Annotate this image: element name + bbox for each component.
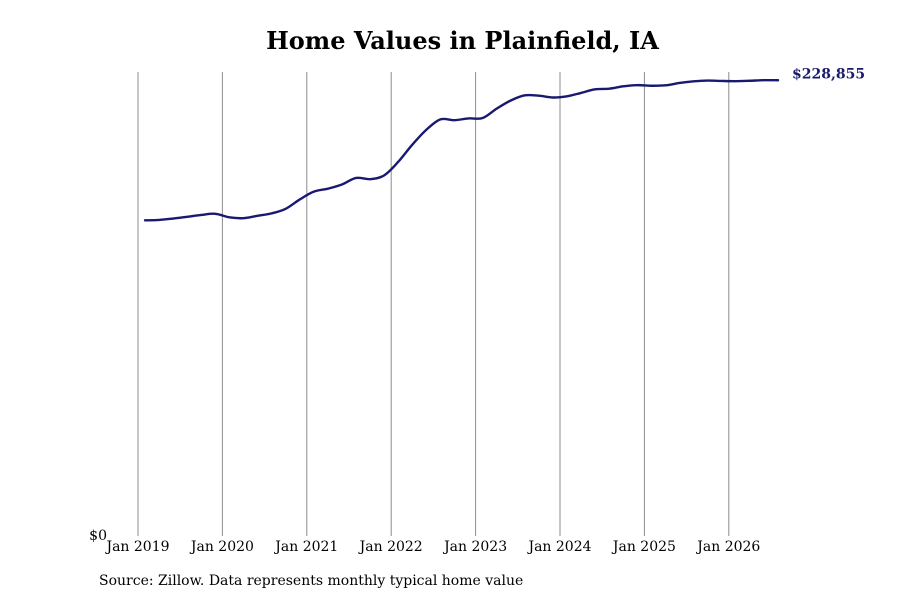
source-note: Source: Zillow. Data represents monthly … — [99, 573, 524, 589]
x-tick-label: Jan 2019 — [104, 539, 169, 555]
end-value-label: $228,855 — [792, 66, 865, 82]
x-tick-label: Jan 2021 — [273, 539, 338, 555]
chart-title: Home Values in Plainfield, IA — [266, 26, 659, 55]
y-tick-label: $0 — [89, 528, 107, 544]
series-layer: $228,855 — [143, 66, 865, 222]
x-tick-label: Jan 2025 — [611, 539, 676, 555]
x-tick-label: Jan 2026 — [695, 539, 760, 555]
gridlines — [137, 72, 730, 536]
series-line-0 — [143, 78, 780, 222]
x-tick-label: Jan 2024 — [526, 539, 591, 555]
x-axis-tick-labels: Jan 2019 Jan 2020 Jan 2021 Jan 2022 Jan 2023… — [104, 539, 760, 555]
x-tick-label: Jan 2022 — [358, 539, 423, 555]
y-axis-tick-labels: $0 — [89, 528, 107, 544]
x-tick-label: Jan 2023 — [442, 539, 507, 555]
x-tick-label: Jan 2020 — [189, 539, 254, 555]
